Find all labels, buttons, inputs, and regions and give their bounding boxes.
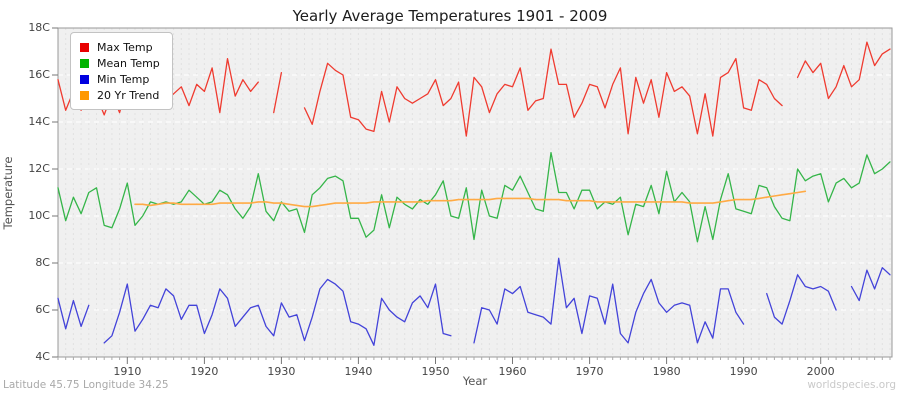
x-tick-label: 1980 <box>652 365 681 378</box>
x-axis-title: Year <box>462 374 488 388</box>
chart-title: Yearly Average Temperatures 1901 - 2009 <box>292 7 608 25</box>
x-tick-label: 1970 <box>575 365 604 378</box>
y-tick-label: 8C <box>35 256 50 269</box>
footer-coordinates: Latitude 45.75 Longitude 34.25 <box>3 379 169 391</box>
y-tick-label: 6C <box>35 303 50 316</box>
legend-item-20yr-trend: 20 Yr Trend <box>80 87 160 103</box>
x-tick-label: 1950 <box>421 365 450 378</box>
y-tick-label: 10C <box>28 209 50 222</box>
x-tick-label: 1910 <box>113 365 142 378</box>
x-tick-label: 1960 <box>498 365 527 378</box>
footer-watermark: worldspecies.org <box>807 379 896 391</box>
legend-label: Max Temp <box>97 40 153 54</box>
legend-label: Mean Temp <box>97 56 160 70</box>
x-tick-label: 1990 <box>729 365 758 378</box>
x-tick-label: 2000 <box>806 365 835 378</box>
legend-swatch-mean-temp <box>80 58 89 68</box>
legend-item-min-temp: Min Temp <box>80 71 160 87</box>
y-tick-label: 14C <box>28 115 50 128</box>
legend-item-mean-temp: Mean Temp <box>80 55 160 71</box>
legend-item-max-temp: Max Temp <box>80 39 160 55</box>
legend-swatch-20yr-trend <box>80 90 89 100</box>
x-tick-label: 1920 <box>190 365 219 378</box>
legend-swatch-min-temp <box>80 74 89 84</box>
legend-swatch-max-temp <box>80 42 89 52</box>
legend-label: 20 Yr Trend <box>97 88 160 102</box>
y-tick-label: 12C <box>28 162 50 175</box>
legend: Max Temp Mean Temp Min Temp 20 Yr Trend <box>70 32 173 110</box>
y-axis-title: Temperature <box>1 156 15 230</box>
x-tick-label: 1940 <box>344 365 373 378</box>
y-tick-label: 18C <box>28 21 50 34</box>
x-tick-label: 1930 <box>267 365 296 378</box>
legend-label: Min Temp <box>97 72 150 86</box>
y-tick-label: 16C <box>28 68 50 81</box>
y-tick-label: 4C <box>35 350 50 363</box>
